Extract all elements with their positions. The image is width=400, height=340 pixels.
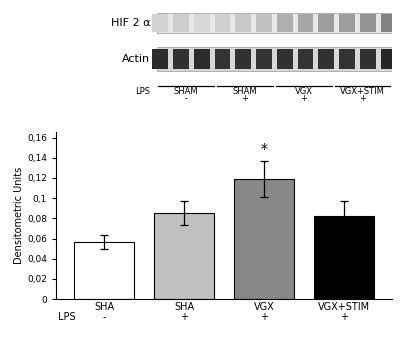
Bar [157, 13, 392, 33]
Text: -: - [185, 94, 188, 103]
Text: VGX: VGX [295, 87, 313, 96]
Bar [173, 49, 189, 69]
Text: +: + [359, 94, 366, 103]
Text: VGX: VGX [254, 302, 274, 312]
Text: +: + [180, 312, 188, 322]
Bar [277, 49, 293, 69]
Bar [173, 14, 189, 32]
Bar [298, 14, 313, 32]
Text: SHAM: SHAM [233, 87, 257, 96]
Bar [236, 14, 251, 32]
Bar [234, 179, 294, 299]
Text: LPS: LPS [58, 312, 75, 322]
Text: SHA: SHA [174, 302, 194, 312]
Bar [194, 14, 210, 32]
Bar [215, 14, 230, 32]
Bar [360, 49, 376, 69]
Text: -: - [102, 312, 106, 322]
Bar [298, 49, 313, 69]
Bar [318, 14, 334, 32]
Y-axis label: Densitometric Units: Densitometric Units [14, 167, 24, 265]
Text: VGX+STIM: VGX+STIM [318, 302, 370, 312]
Text: +: + [340, 312, 348, 322]
Bar [339, 14, 355, 32]
Bar [318, 49, 334, 69]
Bar [381, 14, 396, 32]
Text: LPS: LPS [135, 87, 150, 96]
Bar [215, 49, 230, 69]
Bar [339, 49, 355, 69]
Text: Actin: Actin [122, 54, 150, 64]
Bar [381, 49, 396, 69]
Bar [194, 49, 210, 69]
Bar [314, 216, 374, 299]
Text: *: * [260, 142, 268, 156]
Bar [157, 47, 392, 70]
Text: SHA: SHA [94, 302, 114, 312]
Bar [277, 14, 293, 32]
Bar [256, 49, 272, 69]
Bar [236, 49, 251, 69]
Text: +: + [260, 312, 268, 322]
Bar [154, 213, 214, 299]
Text: +: + [242, 94, 248, 103]
Text: +: + [300, 94, 307, 103]
Bar [74, 242, 134, 299]
Text: SHAM: SHAM [174, 87, 198, 96]
Text: VGX+STIM: VGX+STIM [340, 87, 385, 96]
Text: HIF 2 α: HIF 2 α [110, 18, 150, 28]
Bar [152, 14, 168, 32]
Bar [256, 14, 272, 32]
Bar [360, 14, 376, 32]
Bar [152, 49, 168, 69]
